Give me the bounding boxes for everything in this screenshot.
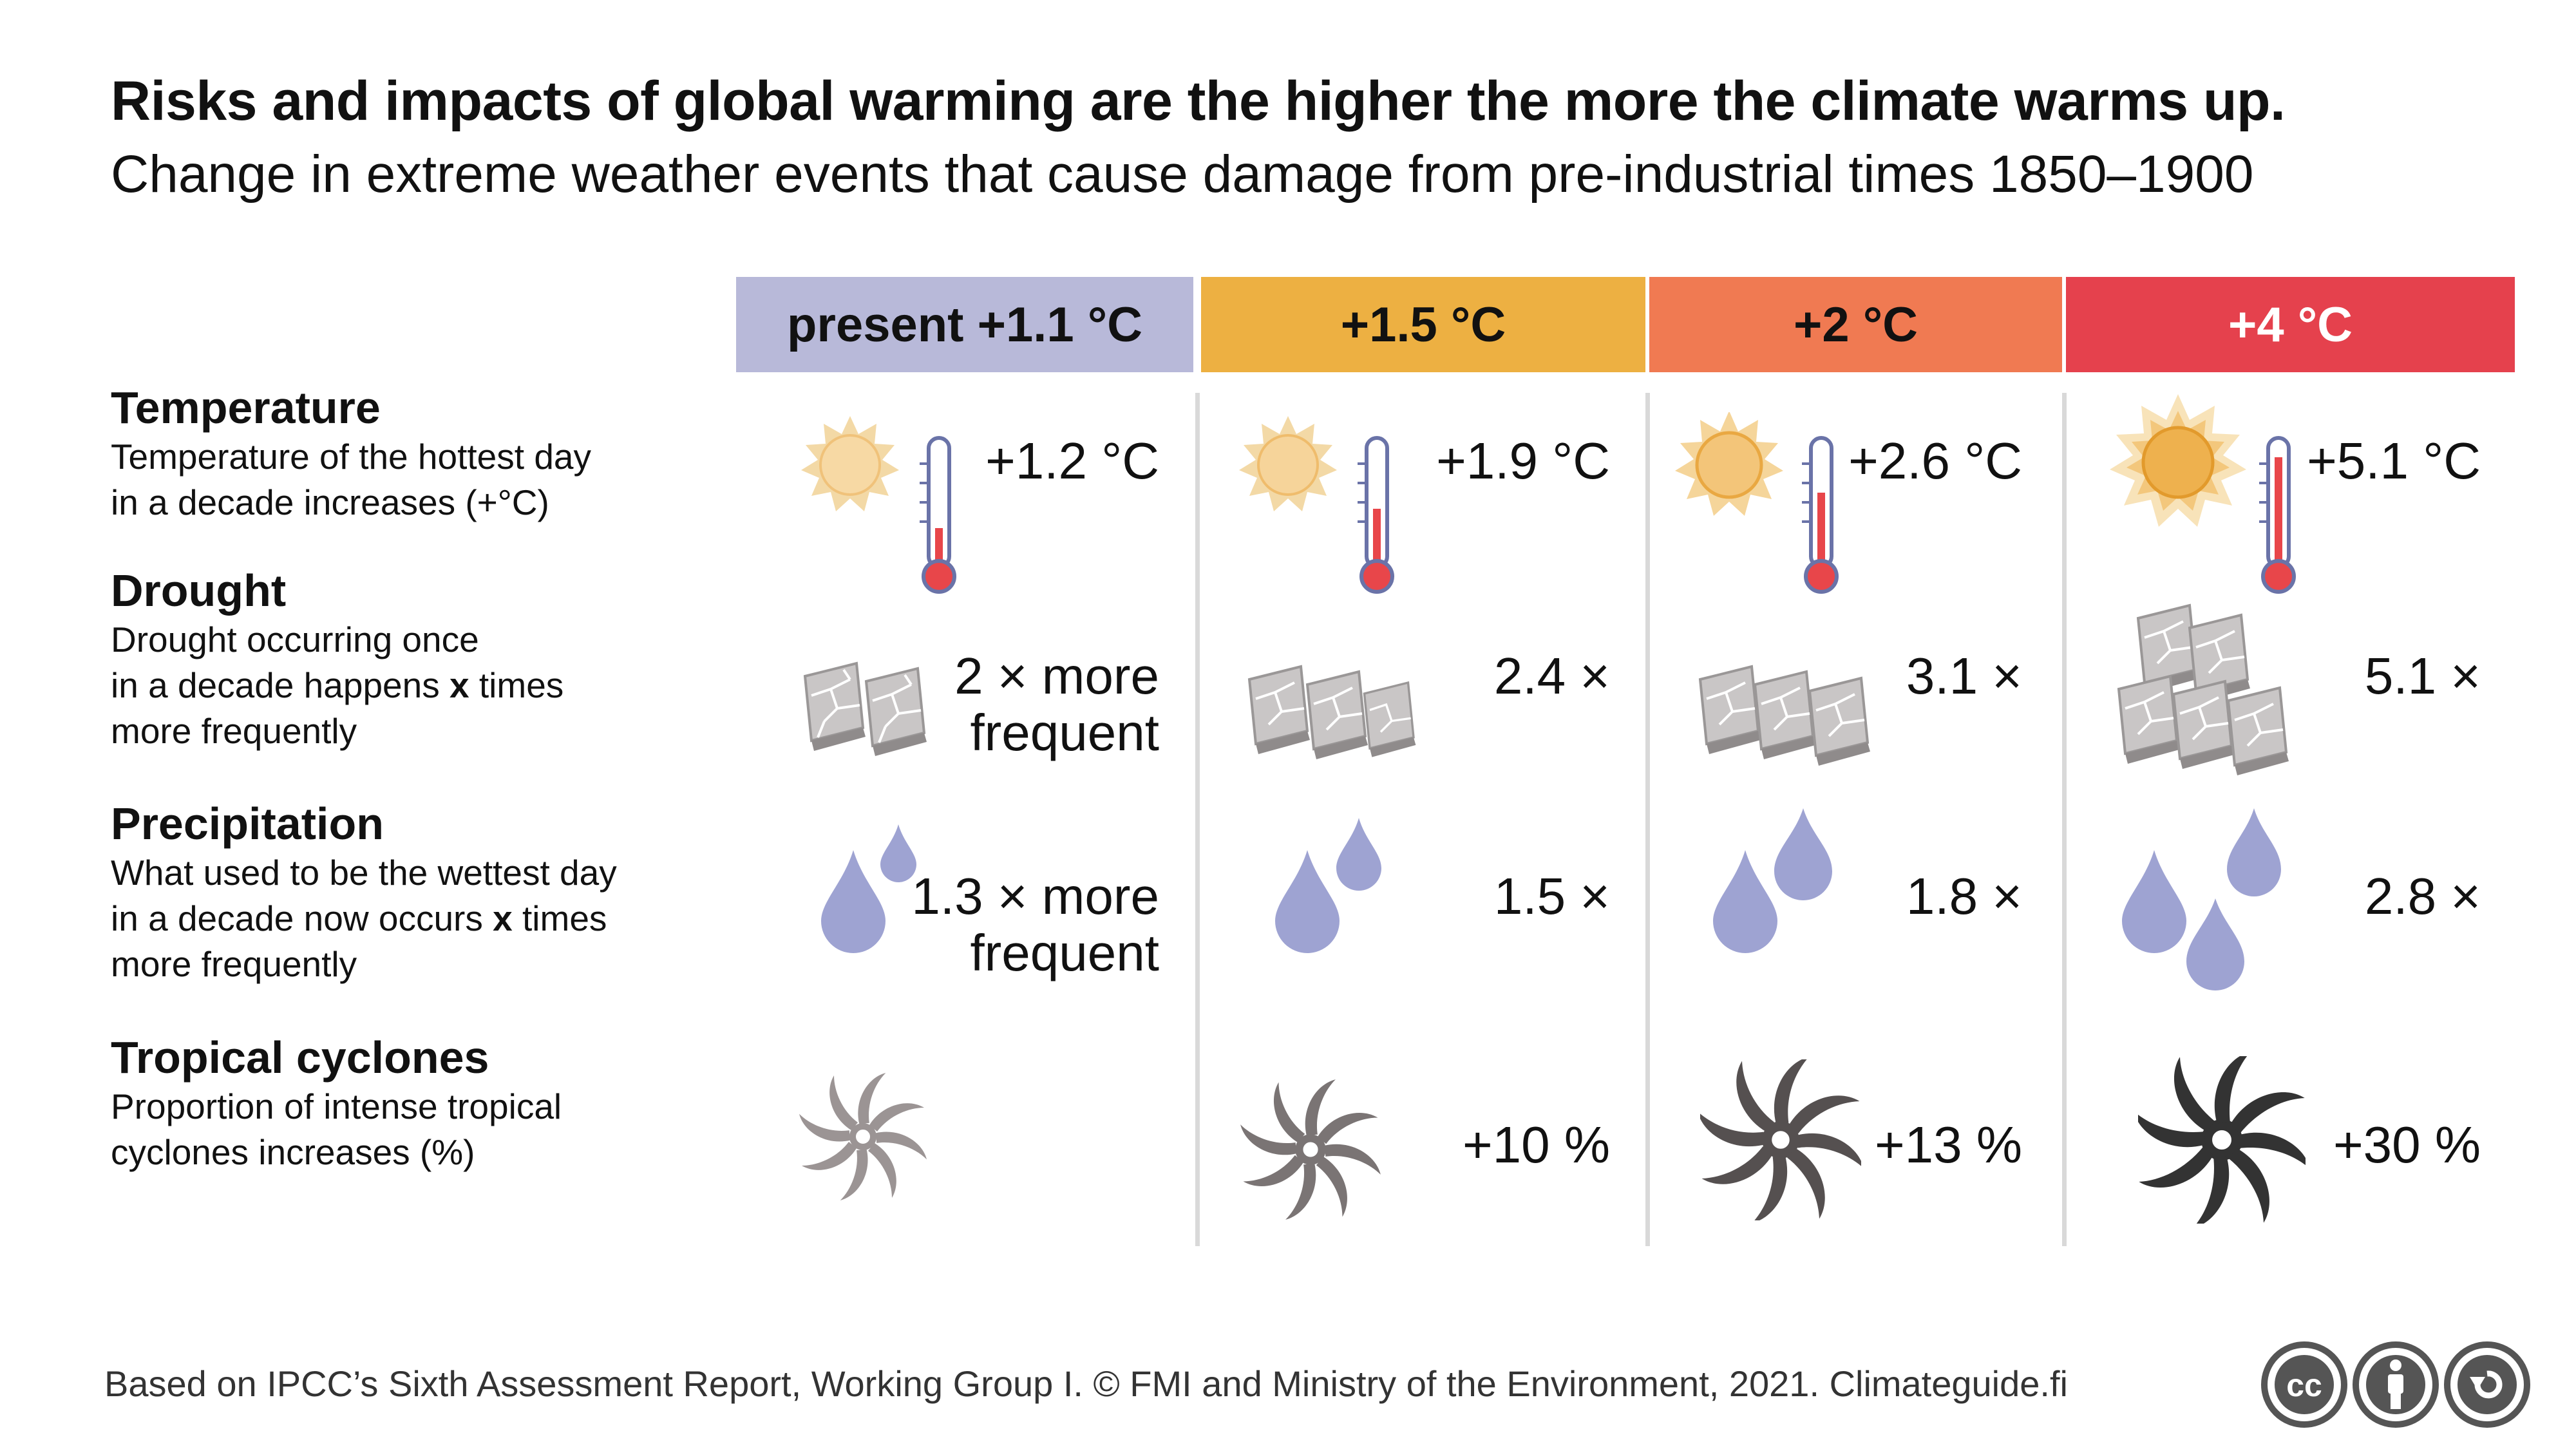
share-alike-icon (2444, 1341, 2530, 1428)
temperature-value: +1.2 °C (985, 432, 1159, 489)
row-description: What used to be the wettest day in a deca… (111, 853, 617, 984)
column-header-1-5: +1.5 °C (1201, 277, 1645, 372)
row-label-tropical-cyclones: Tropical cyclones Proportion of intense … (111, 1031, 562, 1175)
drought-value: 2.4 × (1493, 647, 1610, 705)
temperature-value: +5.1 °C (2307, 432, 2481, 489)
sun-thermometer-icon (2110, 394, 2296, 594)
sun-thermometer-icon (1239, 416, 1394, 594)
temperature-value: +1.9 °C (1436, 432, 1610, 489)
column-header-4: +4 °C (2066, 277, 2515, 372)
page-subtitle: Change in extreme weather events that ca… (111, 145, 2254, 204)
cracked-earth-icon (2117, 603, 2289, 775)
drought-value: 2 × more frequent (954, 647, 1159, 761)
row-description: Proportion of intense tropical cyclones i… (111, 1086, 562, 1172)
attribution-icon (2353, 1341, 2439, 1428)
raindrop-icon (821, 824, 916, 953)
row-name: Temperature (111, 383, 381, 433)
cyclone-value: +10 % (1462, 1116, 1610, 1173)
cracked-earth-icon (803, 661, 927, 756)
sun-thermometer-icon (801, 416, 956, 594)
cyclone-icon (799, 1073, 927, 1200)
source-footer: Based on IPCC’s Sixth Assessment Report,… (104, 1363, 2068, 1404)
cyclone-value: +30 % (2333, 1116, 2481, 1173)
precipitation-value: 1.5 × (1493, 867, 1610, 925)
column-divider (1195, 393, 1200, 1246)
cyclone-icon (1240, 1079, 1381, 1220)
cracked-earth-icon (1247, 665, 1416, 759)
row-name: Drought (111, 565, 287, 616)
column-divider (1645, 393, 1650, 1246)
column-header-present: present +1.1 °C (736, 277, 1193, 372)
row-label-temperature: Temperature Temperature of the hottest d… (111, 381, 591, 526)
raindrop-icon (1275, 818, 1381, 953)
precipitation-value: 1.8 × (1906, 867, 2022, 925)
page-title: Risks and impacts of global warming are … (111, 70, 2286, 132)
raindrop-icon (1713, 808, 1832, 953)
precipitation-value: 1.3 × more frequent (911, 867, 1159, 981)
svg-text:cc: cc (2286, 1367, 2322, 1403)
row-label-precipitation: Precipitation What used to be the wettes… (111, 797, 617, 987)
cc-icon: cc (2261, 1341, 2347, 1428)
column-header-label: +1.5 °C (1340, 297, 1506, 352)
column-header-2: +2 °C (1649, 277, 2062, 372)
column-header-label: +4 °C (2228, 297, 2353, 352)
raindrop-icon (2122, 808, 2281, 990)
drought-value: 5.1 × (2364, 647, 2481, 705)
row-name: Tropical cyclones (111, 1032, 489, 1083)
drought-value: 3.1 × (1906, 647, 2022, 705)
row-label-drought: Drought Drought occurring once in a decad… (111, 564, 564, 754)
column-divider (2062, 393, 2067, 1246)
row-name: Precipitation (111, 799, 384, 849)
row-description: Temperature of the hottest day in a decad… (111, 437, 591, 522)
sun-thermometer-icon (1675, 412, 1839, 594)
column-header-label: +2 °C (1793, 297, 1918, 352)
cyclone-icon (2138, 1056, 2306, 1224)
license-badges: cc (2261, 1341, 2530, 1428)
cyclone-icon (1700, 1059, 1861, 1220)
cyclone-value: +13 % (1874, 1116, 2022, 1173)
temperature-value: +2.6 °C (1848, 432, 2022, 489)
precipitation-value: 2.8 × (2364, 867, 2481, 925)
row-description: Drought occurring once in a decade happen… (111, 620, 564, 751)
column-header-label: present +1.1 °C (786, 297, 1143, 352)
cracked-earth-icon (1698, 665, 1870, 766)
